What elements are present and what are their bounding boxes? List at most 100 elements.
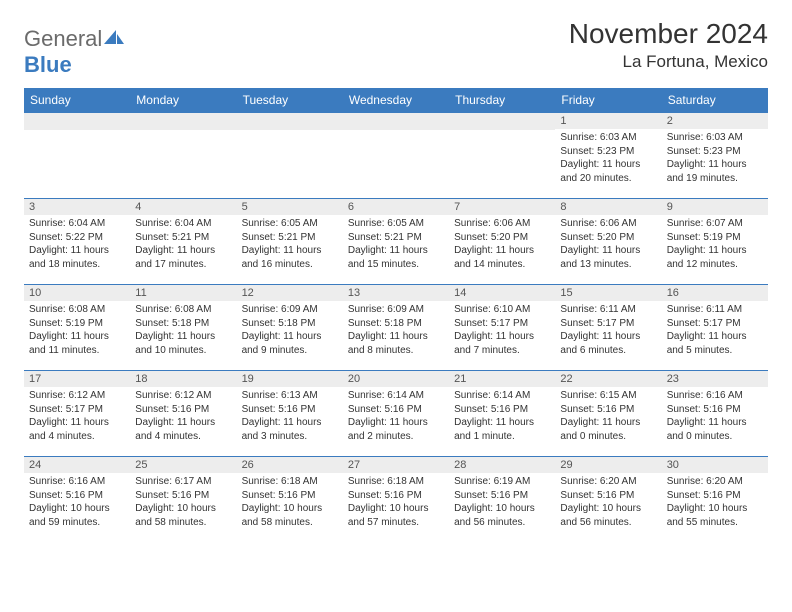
sunrise-text: Sunrise: 6:08 AM bbox=[135, 303, 231, 317]
sunrise-text: Sunrise: 6:13 AM bbox=[242, 389, 338, 403]
sunset-text: Sunset: 5:20 PM bbox=[560, 231, 656, 245]
weekday-header: Wednesday bbox=[343, 88, 449, 112]
calendar-cell: 10Sunrise: 6:08 AMSunset: 5:19 PMDayligh… bbox=[24, 284, 130, 370]
logo-sail-icon bbox=[104, 26, 124, 52]
day-info: Sunrise: 6:12 AMSunset: 5:17 PMDaylight:… bbox=[24, 387, 130, 447]
calendar-week-row: 10Sunrise: 6:08 AMSunset: 5:19 PMDayligh… bbox=[24, 284, 768, 370]
day-info: Sunrise: 6:14 AMSunset: 5:16 PMDaylight:… bbox=[343, 387, 449, 447]
day-info: Sunrise: 6:16 AMSunset: 5:16 PMDaylight:… bbox=[24, 473, 130, 533]
day-info: Sunrise: 6:14 AMSunset: 5:16 PMDaylight:… bbox=[449, 387, 555, 447]
calendar-cell: 7Sunrise: 6:06 AMSunset: 5:20 PMDaylight… bbox=[449, 198, 555, 284]
day-number: 6 bbox=[343, 199, 449, 215]
sunset-text: Sunset: 5:16 PM bbox=[667, 489, 763, 503]
daylight-text: Daylight: 11 hours and 17 minutes. bbox=[135, 244, 231, 271]
day-info: Sunrise: 6:15 AMSunset: 5:16 PMDaylight:… bbox=[555, 387, 661, 447]
sunrise-text: Sunrise: 6:05 AM bbox=[348, 217, 444, 231]
sunrise-text: Sunrise: 6:15 AM bbox=[560, 389, 656, 403]
empty-day bbox=[130, 113, 236, 130]
day-number: 16 bbox=[662, 285, 768, 301]
weekday-header: Thursday bbox=[449, 88, 555, 112]
sunset-text: Sunset: 5:18 PM bbox=[135, 317, 231, 331]
sunset-text: Sunset: 5:16 PM bbox=[348, 489, 444, 503]
day-number: 26 bbox=[237, 457, 343, 473]
day-info: Sunrise: 6:12 AMSunset: 5:16 PMDaylight:… bbox=[130, 387, 236, 447]
sunrise-text: Sunrise: 6:10 AM bbox=[454, 303, 550, 317]
calendar-cell: 9Sunrise: 6:07 AMSunset: 5:19 PMDaylight… bbox=[662, 198, 768, 284]
sunrise-text: Sunrise: 6:06 AM bbox=[454, 217, 550, 231]
sunset-text: Sunset: 5:18 PM bbox=[348, 317, 444, 331]
calendar-cell: 28Sunrise: 6:19 AMSunset: 5:16 PMDayligh… bbox=[449, 456, 555, 542]
sunset-text: Sunset: 5:17 PM bbox=[560, 317, 656, 331]
calendar-cell bbox=[449, 112, 555, 198]
sunset-text: Sunset: 5:18 PM bbox=[242, 317, 338, 331]
sunset-text: Sunset: 5:23 PM bbox=[667, 145, 763, 159]
location: La Fortuna, Mexico bbox=[569, 52, 768, 72]
sunset-text: Sunset: 5:16 PM bbox=[560, 403, 656, 417]
sunrise-text: Sunrise: 6:14 AM bbox=[348, 389, 444, 403]
daylight-text: Daylight: 11 hours and 16 minutes. bbox=[242, 244, 338, 271]
daylight-text: Daylight: 11 hours and 14 minutes. bbox=[454, 244, 550, 271]
daylight-text: Daylight: 11 hours and 10 minutes. bbox=[135, 330, 231, 357]
calendar-cell: 25Sunrise: 6:17 AMSunset: 5:16 PMDayligh… bbox=[130, 456, 236, 542]
calendar-cell: 21Sunrise: 6:14 AMSunset: 5:16 PMDayligh… bbox=[449, 370, 555, 456]
day-info: Sunrise: 6:03 AMSunset: 5:23 PMDaylight:… bbox=[662, 129, 768, 189]
title-block: November 2024 La Fortuna, Mexico bbox=[569, 18, 768, 72]
day-info: Sunrise: 6:19 AMSunset: 5:16 PMDaylight:… bbox=[449, 473, 555, 533]
sunrise-text: Sunrise: 6:11 AM bbox=[560, 303, 656, 317]
sunrise-text: Sunrise: 6:18 AM bbox=[242, 475, 338, 489]
calendar-week-row: 1Sunrise: 6:03 AMSunset: 5:23 PMDaylight… bbox=[24, 112, 768, 198]
logo-text: GeneralBlue bbox=[24, 26, 124, 78]
sunrise-text: Sunrise: 6:09 AM bbox=[242, 303, 338, 317]
day-info: Sunrise: 6:05 AMSunset: 5:21 PMDaylight:… bbox=[343, 215, 449, 275]
calendar-cell bbox=[130, 112, 236, 198]
day-number: 9 bbox=[662, 199, 768, 215]
sunrise-text: Sunrise: 6:03 AM bbox=[667, 131, 763, 145]
sunrise-text: Sunrise: 6:14 AM bbox=[454, 389, 550, 403]
sunset-text: Sunset: 5:16 PM bbox=[242, 489, 338, 503]
day-number: 3 bbox=[24, 199, 130, 215]
day-number: 25 bbox=[130, 457, 236, 473]
day-number: 1 bbox=[555, 113, 661, 129]
sunrise-text: Sunrise: 6:19 AM bbox=[454, 475, 550, 489]
sunset-text: Sunset: 5:16 PM bbox=[242, 403, 338, 417]
day-info: Sunrise: 6:20 AMSunset: 5:16 PMDaylight:… bbox=[555, 473, 661, 533]
day-info: Sunrise: 6:08 AMSunset: 5:19 PMDaylight:… bbox=[24, 301, 130, 361]
day-number: 27 bbox=[343, 457, 449, 473]
weekday-header: Monday bbox=[130, 88, 236, 112]
day-info: Sunrise: 6:18 AMSunset: 5:16 PMDaylight:… bbox=[343, 473, 449, 533]
calendar-cell: 4Sunrise: 6:04 AMSunset: 5:21 PMDaylight… bbox=[130, 198, 236, 284]
calendar-cell: 24Sunrise: 6:16 AMSunset: 5:16 PMDayligh… bbox=[24, 456, 130, 542]
daylight-text: Daylight: 11 hours and 0 minutes. bbox=[667, 416, 763, 443]
day-number: 19 bbox=[237, 371, 343, 387]
calendar-cell: 22Sunrise: 6:15 AMSunset: 5:16 PMDayligh… bbox=[555, 370, 661, 456]
sunrise-text: Sunrise: 6:08 AM bbox=[29, 303, 125, 317]
sunset-text: Sunset: 5:17 PM bbox=[667, 317, 763, 331]
logo-part2: Blue bbox=[24, 52, 72, 77]
sunset-text: Sunset: 5:21 PM bbox=[348, 231, 444, 245]
calendar-cell: 29Sunrise: 6:20 AMSunset: 5:16 PMDayligh… bbox=[555, 456, 661, 542]
sunrise-text: Sunrise: 6:20 AM bbox=[560, 475, 656, 489]
calendar-cell: 19Sunrise: 6:13 AMSunset: 5:16 PMDayligh… bbox=[237, 370, 343, 456]
sunset-text: Sunset: 5:17 PM bbox=[29, 403, 125, 417]
sunset-text: Sunset: 5:21 PM bbox=[135, 231, 231, 245]
sunset-text: Sunset: 5:16 PM bbox=[348, 403, 444, 417]
weekday-header: Saturday bbox=[662, 88, 768, 112]
day-number: 10 bbox=[24, 285, 130, 301]
day-info: Sunrise: 6:08 AMSunset: 5:18 PMDaylight:… bbox=[130, 301, 236, 361]
day-info: Sunrise: 6:11 AMSunset: 5:17 PMDaylight:… bbox=[662, 301, 768, 361]
day-number: 30 bbox=[662, 457, 768, 473]
day-number: 4 bbox=[130, 199, 236, 215]
sunset-text: Sunset: 5:19 PM bbox=[667, 231, 763, 245]
daylight-text: Daylight: 11 hours and 5 minutes. bbox=[667, 330, 763, 357]
day-number: 17 bbox=[24, 371, 130, 387]
daylight-text: Daylight: 11 hours and 20 minutes. bbox=[560, 158, 656, 185]
calendar-cell: 1Sunrise: 6:03 AMSunset: 5:23 PMDaylight… bbox=[555, 112, 661, 198]
day-info: Sunrise: 6:06 AMSunset: 5:20 PMDaylight:… bbox=[449, 215, 555, 275]
daylight-text: Daylight: 11 hours and 15 minutes. bbox=[348, 244, 444, 271]
daylight-text: Daylight: 10 hours and 56 minutes. bbox=[454, 502, 550, 529]
daylight-text: Daylight: 11 hours and 18 minutes. bbox=[29, 244, 125, 271]
calendar-cell: 13Sunrise: 6:09 AMSunset: 5:18 PMDayligh… bbox=[343, 284, 449, 370]
calendar-week-row: 17Sunrise: 6:12 AMSunset: 5:17 PMDayligh… bbox=[24, 370, 768, 456]
day-info: Sunrise: 6:03 AMSunset: 5:23 PMDaylight:… bbox=[555, 129, 661, 189]
calendar-cell: 30Sunrise: 6:20 AMSunset: 5:16 PMDayligh… bbox=[662, 456, 768, 542]
